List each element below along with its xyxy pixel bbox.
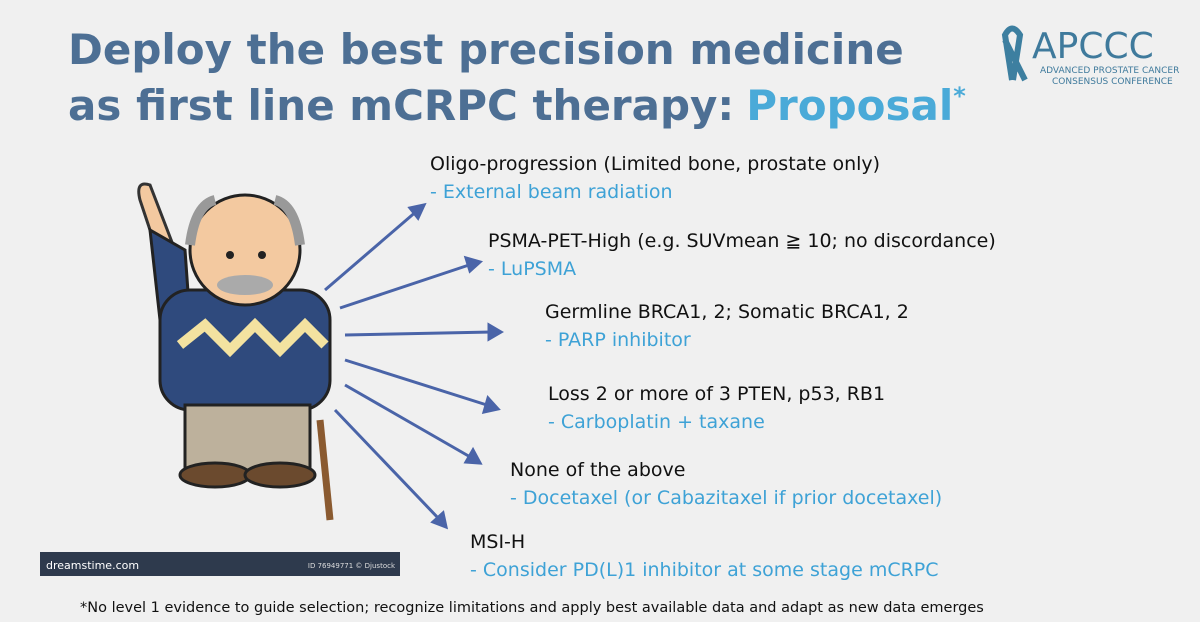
- therapy: - External beam radiation: [430, 181, 673, 203]
- logo-line: CONSENSUS CONFERENCE: [1052, 77, 1173, 87]
- therapy: - Carboplatin + taxane: [548, 411, 765, 433]
- arrow: [324, 208, 419, 292]
- condition: Germline BRCA1, 2; Somatic BRCA1, 2: [545, 301, 909, 323]
- arrow-head: [487, 322, 504, 342]
- image-bar: [40, 552, 400, 576]
- arrow-head: [463, 255, 484, 274]
- body: [158, 288, 332, 412]
- title-text: as first line mCRPC therapy:: [68, 81, 734, 130]
- condition: None of the above: [510, 459, 685, 481]
- arrow: [344, 330, 493, 337]
- mustache: [217, 275, 273, 295]
- arrows: [324, 202, 504, 530]
- title-line: Deploy the best precision medicine: [68, 25, 904, 74]
- therapy: - Docetaxel (or Cabazitaxel if prior doc…: [510, 487, 942, 509]
- trousers: [183, 403, 312, 472]
- ribbon: [1001, 25, 1028, 82]
- eye: [226, 251, 234, 259]
- cartoon: dreamstime.com ID 76949771 © Djustock: [40, 182, 400, 576]
- condition: Loss 2 or more of 3 PTEN, p53, RB1: [548, 383, 885, 405]
- therapy: - PARP inhibitor: [545, 329, 691, 351]
- credit: ID 76949771 © Djustock: [308, 562, 396, 570]
- footnote: *No level 1 evidence to guide selection;…: [80, 600, 984, 616]
- arrow-head: [430, 510, 449, 530]
- logo-line: ADVANCED PROSTATE CANCER: [1040, 66, 1179, 76]
- shoe: [243, 461, 317, 489]
- zigzag: [176, 317, 329, 358]
- condition: Oligo-progression (Limited bone, prostat…: [430, 153, 880, 175]
- head: [188, 193, 302, 307]
- arrow: [333, 408, 442, 522]
- arrow: [344, 383, 473, 460]
- eye: [258, 251, 266, 259]
- condition: MSI-H: [470, 531, 525, 553]
- arrow: [339, 262, 473, 310]
- title-highlight: Proposal: [746, 81, 953, 130]
- logo-name: APCCC: [1032, 26, 1154, 67]
- hair: [185, 195, 305, 246]
- title-line: as first line mCRPC therapy: Proposal*: [68, 81, 966, 130]
- watermark: dreamstime.com: [46, 559, 139, 572]
- title-mark: *: [953, 82, 966, 110]
- cane: [316, 419, 334, 521]
- condition: PSMA-PET-High (e.g. SUVmean ≧ 10; no dis…: [488, 230, 996, 252]
- arrow-head: [407, 202, 427, 221]
- shoe: [178, 461, 252, 489]
- therapy: - Consider PD(L)1 inhibitor at some stag…: [470, 559, 939, 581]
- arrow-head: [463, 446, 483, 465]
- logo: APCCC ADVANCED PROSTATE CANCER CONSENSUS…: [1001, 25, 1179, 87]
- arrow: [344, 358, 491, 408]
- therapy: - LuPSMA: [488, 258, 576, 280]
- arrow-head: [481, 394, 501, 414]
